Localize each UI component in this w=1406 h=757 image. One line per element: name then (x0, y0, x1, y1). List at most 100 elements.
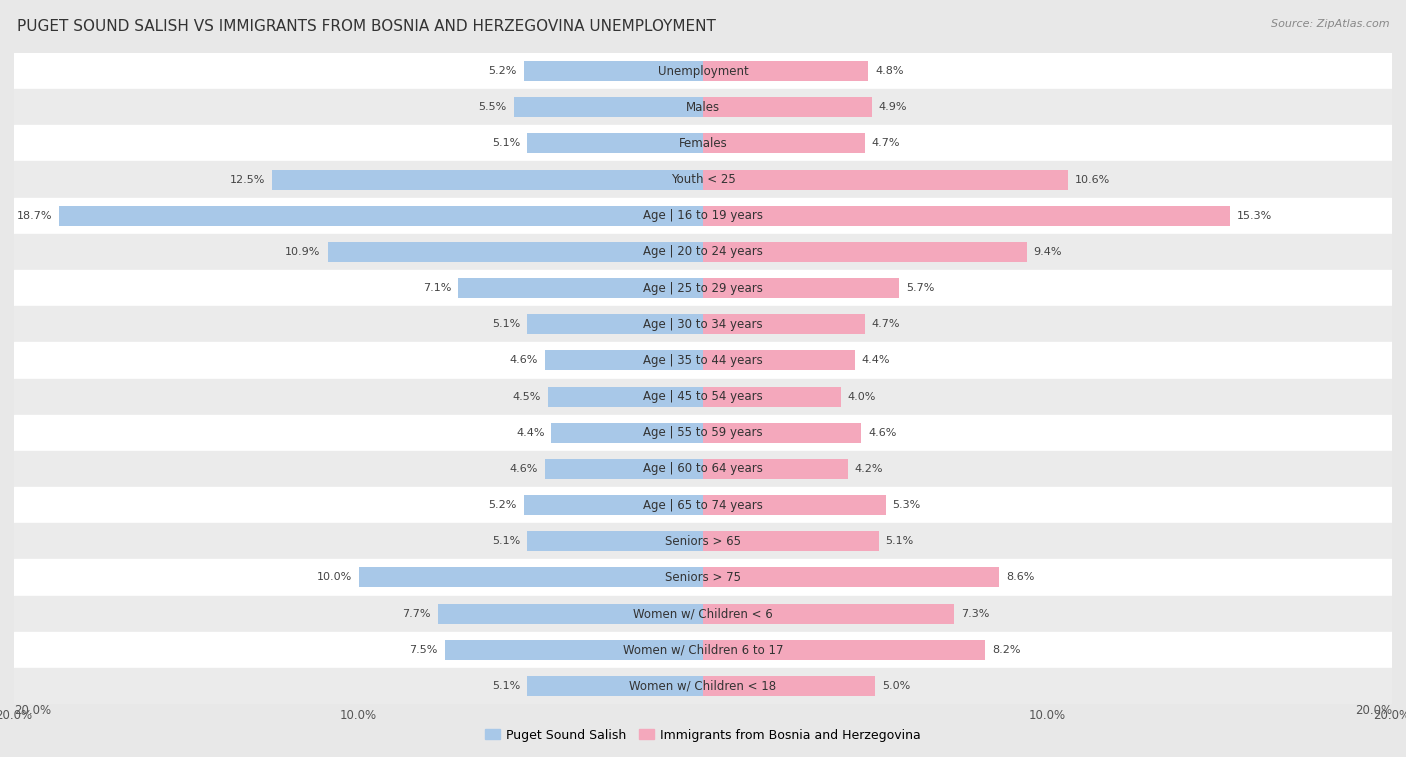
Bar (703, 350, 855, 370)
Text: 4.4%: 4.4% (516, 428, 544, 438)
Text: Age | 30 to 34 years: Age | 30 to 34 years (643, 318, 763, 331)
Text: 8.6%: 8.6% (1007, 572, 1035, 582)
Text: Youth < 25: Youth < 25 (671, 173, 735, 186)
Text: 4.7%: 4.7% (872, 319, 900, 329)
Bar (703, 423, 862, 443)
Bar (703, 314, 865, 334)
Text: 4.6%: 4.6% (509, 356, 537, 366)
Text: Seniors > 75: Seniors > 75 (665, 571, 741, 584)
Bar (437, 603, 703, 624)
Bar (524, 495, 703, 515)
Bar (14, 668, 1392, 704)
Text: 20.0%: 20.0% (14, 704, 51, 717)
Text: 4.7%: 4.7% (872, 139, 900, 148)
Text: Age | 35 to 44 years: Age | 35 to 44 years (643, 354, 763, 367)
Text: 8.2%: 8.2% (993, 645, 1021, 655)
Bar (14, 487, 1392, 523)
Text: Women w/ Children < 18: Women w/ Children < 18 (630, 680, 776, 693)
Bar (14, 596, 1392, 631)
Text: 4.8%: 4.8% (875, 66, 904, 76)
Bar (444, 640, 703, 659)
Text: 18.7%: 18.7% (17, 210, 52, 221)
Text: 10.9%: 10.9% (285, 247, 321, 257)
Text: 5.7%: 5.7% (907, 283, 935, 293)
Text: 5.1%: 5.1% (492, 319, 520, 329)
Text: 7.3%: 7.3% (962, 609, 990, 618)
Text: 4.6%: 4.6% (869, 428, 897, 438)
Text: Age | 25 to 29 years: Age | 25 to 29 years (643, 282, 763, 294)
Text: Women w/ Children < 6: Women w/ Children < 6 (633, 607, 773, 620)
Bar (703, 387, 841, 407)
Bar (14, 198, 1392, 234)
Bar (703, 206, 1230, 226)
Text: 5.2%: 5.2% (489, 500, 517, 510)
Bar (527, 314, 703, 334)
Bar (14, 342, 1392, 378)
Bar (273, 170, 703, 189)
Text: 9.4%: 9.4% (1033, 247, 1062, 257)
Text: 15.3%: 15.3% (1237, 210, 1272, 221)
Bar (359, 568, 703, 587)
Text: Age | 45 to 54 years: Age | 45 to 54 years (643, 390, 763, 403)
Text: 5.1%: 5.1% (886, 536, 914, 547)
Bar (14, 631, 1392, 668)
Text: 5.3%: 5.3% (893, 500, 921, 510)
Bar (703, 61, 869, 81)
Text: 4.2%: 4.2% (855, 464, 883, 474)
Bar (14, 415, 1392, 451)
Bar (14, 378, 1392, 415)
Bar (14, 451, 1392, 487)
Bar (14, 126, 1392, 161)
Text: 7.7%: 7.7% (402, 609, 430, 618)
Bar (328, 242, 703, 262)
Text: 5.5%: 5.5% (478, 102, 506, 112)
Text: Women w/ Children 6 to 17: Women w/ Children 6 to 17 (623, 643, 783, 656)
Text: 5.2%: 5.2% (489, 66, 517, 76)
Text: 4.9%: 4.9% (879, 102, 907, 112)
Bar (527, 133, 703, 154)
Bar (14, 270, 1392, 306)
Bar (551, 423, 703, 443)
Bar (703, 242, 1026, 262)
Bar (14, 53, 1392, 89)
Text: Source: ZipAtlas.com: Source: ZipAtlas.com (1271, 19, 1389, 29)
Text: Age | 65 to 74 years: Age | 65 to 74 years (643, 499, 763, 512)
Text: 20.0%: 20.0% (1355, 704, 1392, 717)
Text: 7.1%: 7.1% (423, 283, 451, 293)
Bar (458, 278, 703, 298)
Bar (527, 531, 703, 551)
Bar (703, 278, 900, 298)
Bar (703, 531, 879, 551)
Bar (703, 568, 1000, 587)
Bar (703, 676, 875, 696)
Text: 4.4%: 4.4% (862, 356, 890, 366)
Bar (14, 523, 1392, 559)
Bar (14, 161, 1392, 198)
Text: 4.6%: 4.6% (509, 464, 537, 474)
Text: 5.1%: 5.1% (492, 681, 520, 691)
Text: Females: Females (679, 137, 727, 150)
Bar (524, 61, 703, 81)
Text: Age | 20 to 24 years: Age | 20 to 24 years (643, 245, 763, 258)
Bar (513, 98, 703, 117)
Text: 5.1%: 5.1% (492, 536, 520, 547)
Text: Males: Males (686, 101, 720, 114)
Bar (703, 495, 886, 515)
Text: Unemployment: Unemployment (658, 64, 748, 77)
Bar (703, 603, 955, 624)
Text: 5.0%: 5.0% (882, 681, 910, 691)
Bar (14, 559, 1392, 596)
Bar (548, 387, 703, 407)
Bar (14, 234, 1392, 270)
Bar (703, 170, 1069, 189)
Legend: Puget Sound Salish, Immigrants from Bosnia and Herzegovina: Puget Sound Salish, Immigrants from Bosn… (479, 724, 927, 746)
Bar (703, 640, 986, 659)
Bar (527, 676, 703, 696)
Text: Seniors > 65: Seniors > 65 (665, 534, 741, 548)
Text: Age | 16 to 19 years: Age | 16 to 19 years (643, 209, 763, 223)
Text: PUGET SOUND SALISH VS IMMIGRANTS FROM BOSNIA AND HERZEGOVINA UNEMPLOYMENT: PUGET SOUND SALISH VS IMMIGRANTS FROM BO… (17, 19, 716, 34)
Text: 4.5%: 4.5% (513, 391, 541, 401)
Text: 4.0%: 4.0% (848, 391, 876, 401)
Text: 12.5%: 12.5% (231, 175, 266, 185)
Bar (703, 133, 865, 154)
